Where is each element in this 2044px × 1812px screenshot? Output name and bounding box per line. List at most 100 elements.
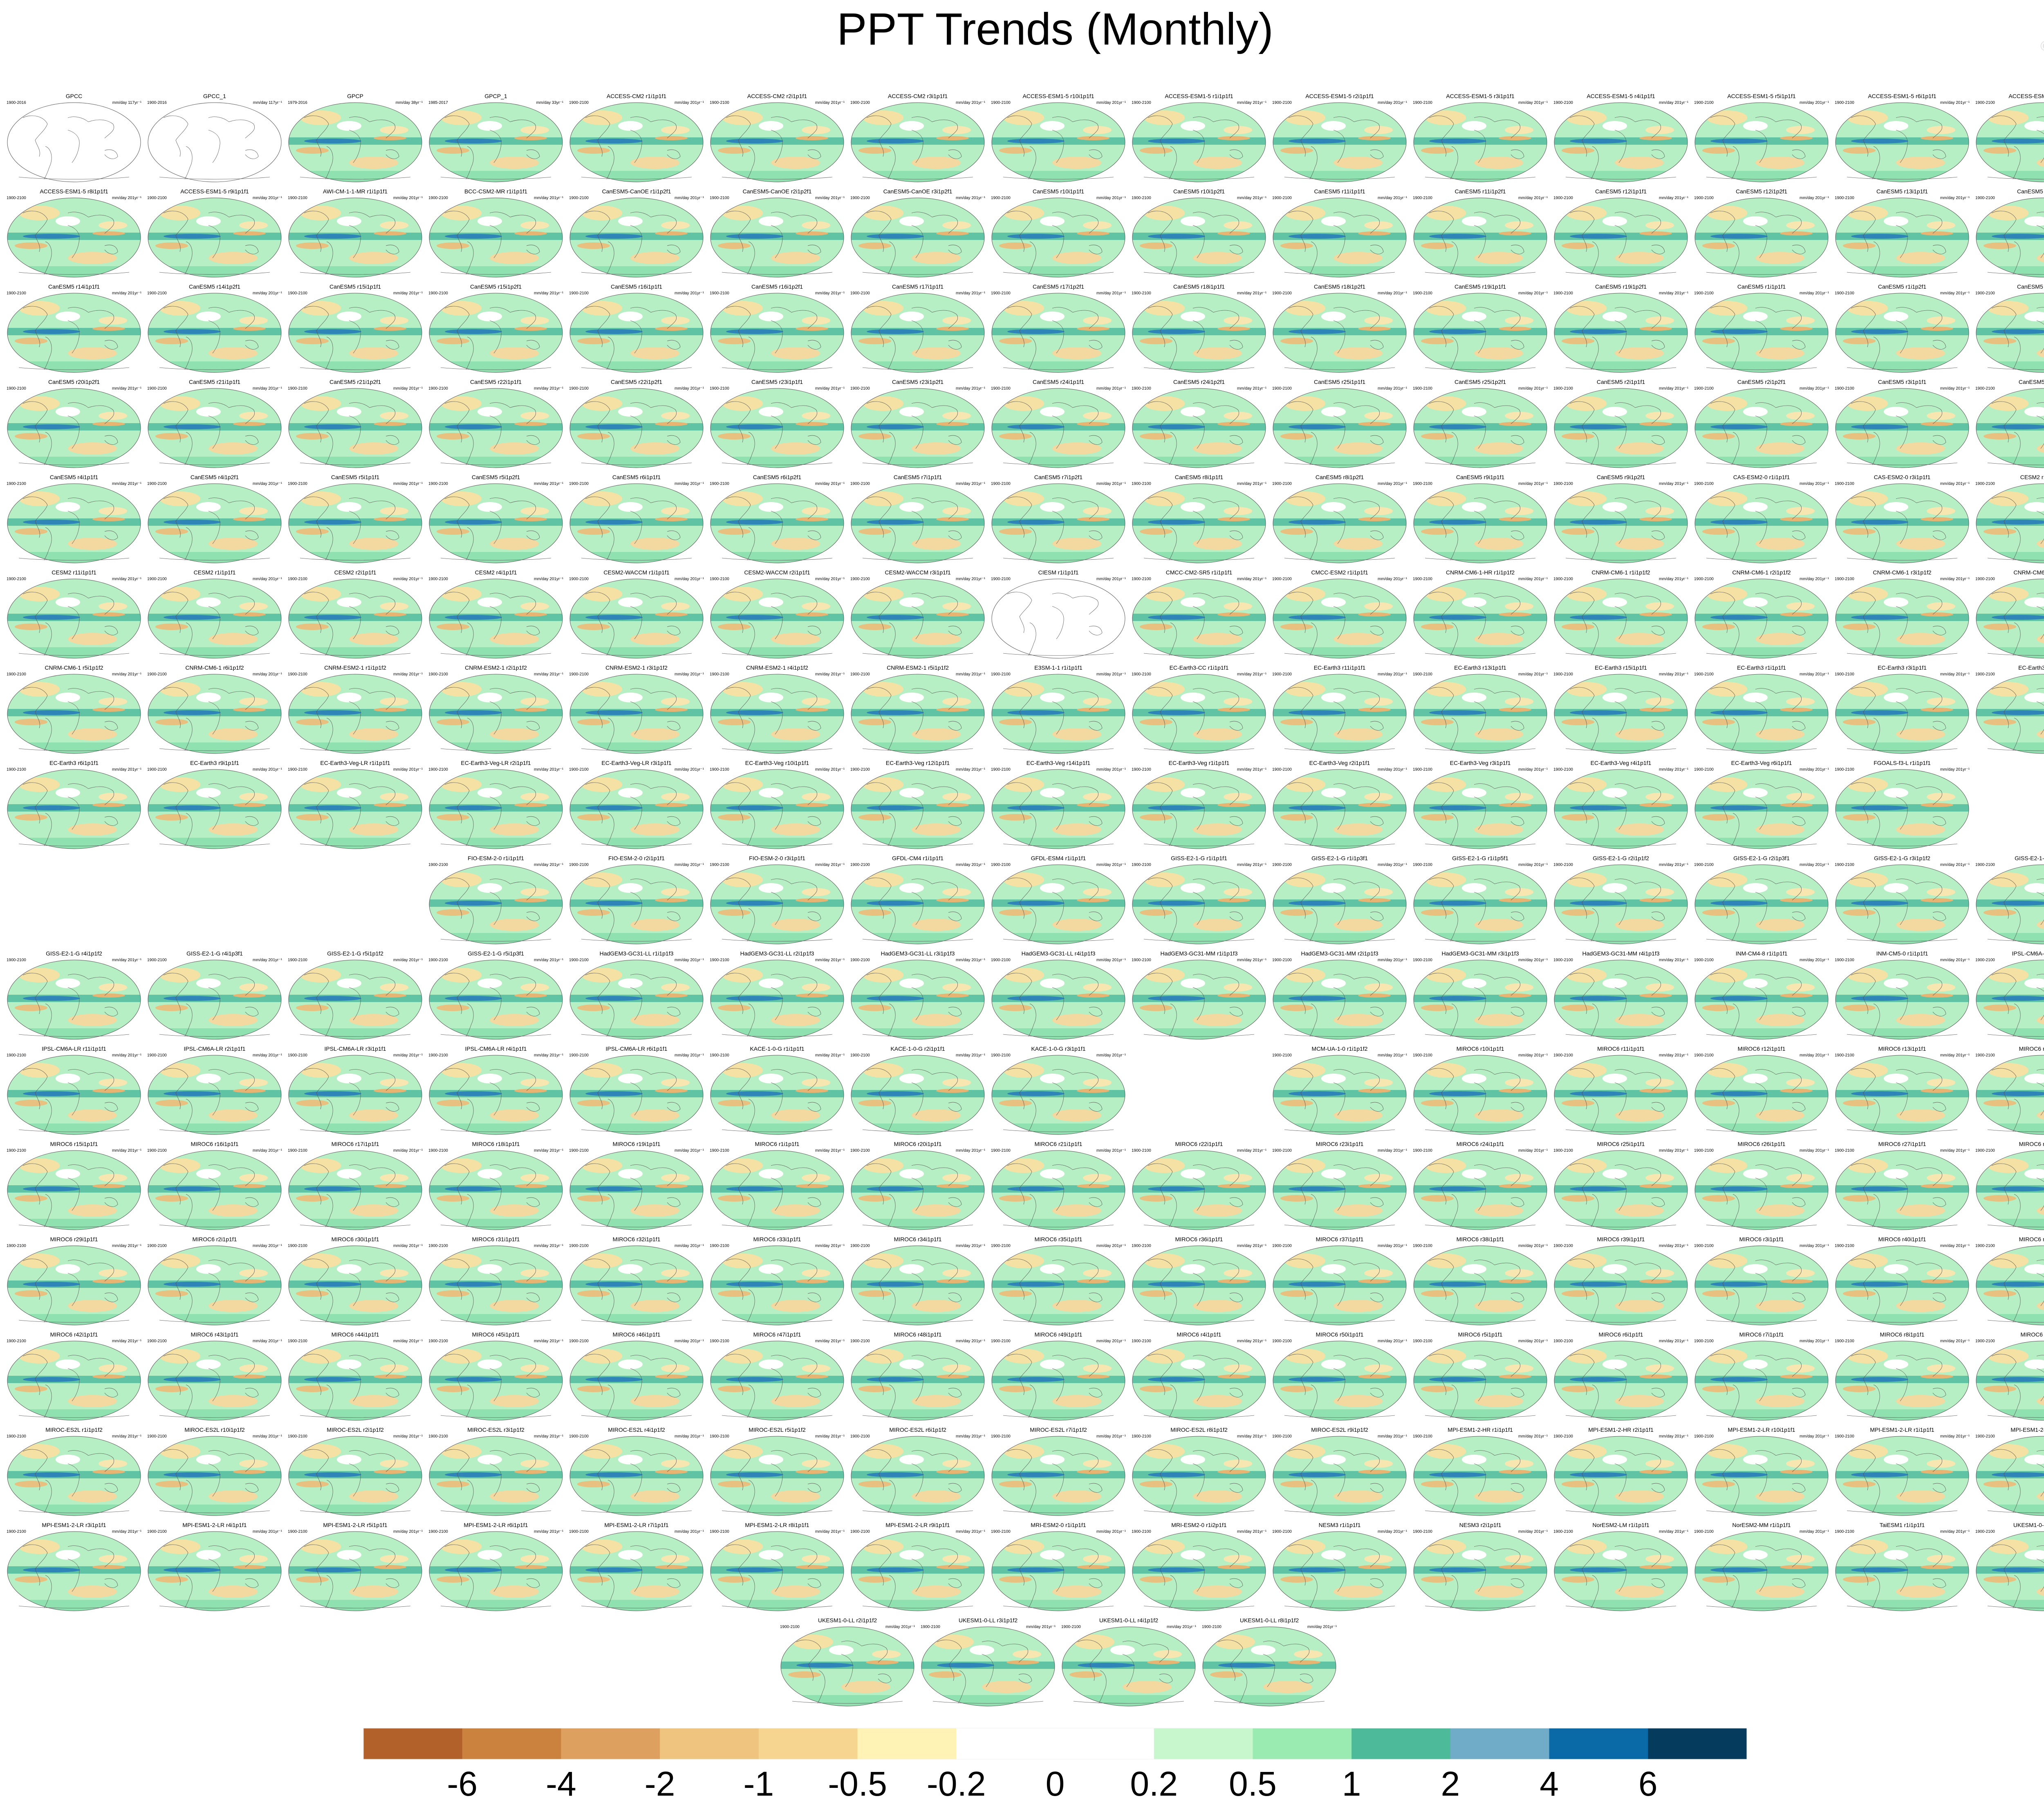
map (710, 197, 845, 278)
panel-period: 1900-2100 (1694, 1244, 1714, 1248)
panel-title: EC-Earth3-Veg r1i1p1f1 (1169, 760, 1230, 766)
panel: MIROC-ES2L r10i1p1f2 1900-2100 mm/day 201y… (147, 1426, 282, 1517)
panel-period: 1900-2100 (710, 1148, 729, 1153)
panel: CMCC-ESM2 r1i1p1f1 1900-2100 mm/day 201yr⁻… (1272, 569, 1407, 659)
panel: FIO-ESM-2-0 r3i1p1f1 1900-2100 mm/day 201y… (710, 855, 845, 945)
panel-units: mm/day 201yr⁻¹ (112, 1434, 142, 1439)
map (1413, 1245, 1548, 1326)
map (1835, 197, 1970, 278)
colorbar-box (956, 1728, 1056, 1759)
map (428, 1340, 563, 1422)
panel-title: MIROC6 r46i1p1f1 (613, 1331, 661, 1338)
panel-period: 1900-2100 (428, 863, 448, 867)
panel-units: mm/day 201yr⁻¹ (1518, 1339, 1548, 1343)
panel-period: 1900-2100 (1835, 482, 1854, 486)
panel-units: mm/day 201yr⁻¹ (1940, 1529, 1970, 1534)
panel-units: mm/day 201yr⁻¹ (1378, 1339, 1407, 1343)
panel-units: mm/day 201yr⁻¹ (815, 1434, 845, 1439)
panel-title: ACCESS-ESM1-5 r3i1p1f1 (1446, 93, 1515, 99)
panel-units: mm/day 201yr⁻¹ (1237, 291, 1267, 296)
panel-units: mm/day 201yr⁻¹ (956, 1434, 986, 1439)
panel: IPSL-CM6A-LR r11i1p1f1 1900-2100 mm/day 20… (7, 1045, 142, 1136)
panel-units: mm/day 201yr⁻¹ (534, 196, 564, 200)
map (1132, 387, 1266, 469)
panel: KACE-1-0-G r2i1p1f1 1900-2100 mm/day 201yr… (850, 1045, 986, 1136)
map (991, 768, 1126, 850)
panel-title: GPCP (347, 93, 363, 99)
panel-title: EC-Earth3-Veg r4i1p1f1 (1591, 760, 1652, 766)
panel-period: 1900-2100 (850, 1339, 870, 1343)
panel: CESM2-WACCM r1i1p1f1 1900-2100 mm/day 201y… (569, 569, 704, 659)
map (7, 482, 141, 564)
panel-units: mm/day 201yr⁻¹ (1940, 577, 1970, 581)
map (428, 1054, 563, 1136)
panel-units: mm/day 201yr⁻¹ (1940, 291, 1970, 296)
map (428, 101, 563, 183)
panel-title: CanESM5 r20i1p2f1 (48, 379, 100, 385)
map (428, 1149, 563, 1231)
panel-title: CanESM5 r24i1p2f1 (1173, 379, 1225, 385)
panel: HadGEM3-GC31-MM r1i1p1f3 1900-2100 mm/day … (1132, 950, 1267, 1041)
map (1835, 959, 1970, 1041)
panel: CanESM5 r12i1p1f1 1900-2100 mm/day 201yr⁻¹ (1553, 188, 1689, 278)
map (1975, 1245, 2044, 1326)
panel: CanESM5 r1i1p2f1 1900-2100 mm/day 201yr⁻¹ (1835, 283, 1970, 374)
panel-title: MIROC-ES2L r10i1p1f2 (184, 1426, 245, 1433)
panel: GFDL-ESM4 r1i1p1f1 1900-2100 mm/day 201yr⁻… (991, 855, 1126, 945)
panel-period: 1900-2100 (1132, 482, 1151, 486)
panel-units: mm/day 117yr⁻¹ (112, 101, 142, 105)
panel-units: mm/day 201yr⁻¹ (112, 767, 142, 772)
panel: MIROC6 r22i1p1f1 1900-2100 mm/day 201yr⁻¹ (1132, 1141, 1267, 1231)
panel: EC-Earth3-Veg r4i1p1f1 1900-2100 mm/day 20… (1553, 760, 1689, 850)
panel-title: MIROC6 r24i1p1f1 (1457, 1141, 1504, 1147)
panel-units: mm/day 201yr⁻¹ (1096, 958, 1126, 962)
panel: CNRM-CM6-1 r3i1p1f2 1900-2100 mm/day 201yr… (1835, 569, 1970, 659)
panel-units: mm/day 201yr⁻¹ (1237, 863, 1267, 867)
panel-title: EC-Earth3-Veg r12i1p1f1 (886, 760, 950, 766)
panel-title: EC-Earth3-Veg-LR r2i1p1f1 (461, 760, 531, 766)
panel-title: KACE-1-0-G r3i1p1f1 (1031, 1045, 1085, 1052)
panel-units: mm/day 201yr⁻¹ (956, 1529, 986, 1534)
map (1835, 482, 1970, 564)
panel-period: 1900-2100 (1835, 1434, 1854, 1439)
panel: CNRM-CM6-1 r2i1p1f2 1900-2100 mm/day 201yr… (1694, 569, 1829, 659)
panel-title: EC-Earth3 r6i1p1f1 (49, 760, 99, 766)
panel-period: 1900-2100 (850, 101, 870, 105)
panel-title: CanESM5 r14i1p2f1 (189, 283, 240, 290)
map (992, 579, 1125, 658)
map (1272, 1054, 1407, 1136)
panel: MIROC6 r11i1p1f1 1900-2100 mm/day 201yr⁻¹ (1553, 1045, 1689, 1136)
map (569, 1530, 704, 1612)
panel-period: 1900-2100 (1835, 1339, 1854, 1343)
panel-period: 1900-2100 (1132, 863, 1151, 867)
map (780, 1626, 915, 1707)
panel-units: mm/day 201yr⁻¹ (112, 1339, 142, 1343)
panel-title: HadGEM3-GC31-LL r2i1p1f3 (740, 950, 814, 957)
map (1272, 1245, 1407, 1326)
panel-title: HadGEM3-GC31-MM r3i1p1f3 (1441, 950, 1519, 957)
map (428, 387, 563, 469)
panel: EC-Earth3 r13i1p1f1 1900-2100 mm/day 201yr… (1413, 664, 1548, 755)
panel-period: 1900-2100 (710, 1434, 729, 1439)
map (428, 578, 563, 659)
panel: CanESM5 r19i1p1f1 1900-2100 mm/day 201yr⁻¹ (1413, 283, 1548, 374)
panel-title: EC-Earth3-Veg r14i1p1f1 (1026, 760, 1091, 766)
map (1694, 197, 1829, 278)
panel-period: 1900-2100 (921, 1625, 940, 1629)
map (569, 578, 704, 659)
map (147, 1340, 282, 1422)
panel: EC-Earth3-Veg r12i1p1f1 1900-2100 mm/day 2… (850, 760, 986, 850)
panel: CESM2 r11i1p1f1 1900-2100 mm/day 201yr⁻¹ (7, 569, 142, 659)
panel-period: 1900-2100 (1413, 386, 1432, 391)
map (7, 673, 141, 755)
panel: MIROC6 r24i1p1f1 1900-2100 mm/day 201yr⁻¹ (1413, 1141, 1548, 1231)
map (1132, 1340, 1266, 1422)
colorbar-label: -6 (447, 1765, 477, 1803)
panel-units: mm/day 201yr⁻¹ (1518, 482, 1548, 486)
panel-units: mm/day 201yr⁻¹ (1237, 958, 1267, 962)
panel-title: MIROC6 r31i1p1f1 (472, 1236, 520, 1242)
panel-title: EC-Earth3 r3i1p1f1 (1878, 664, 1927, 671)
map (1132, 959, 1266, 1041)
